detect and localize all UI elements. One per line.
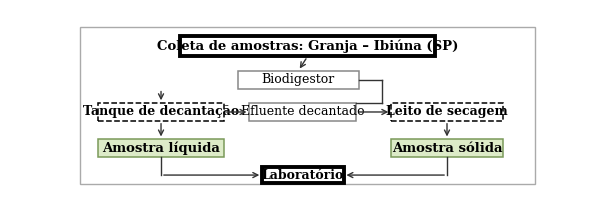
Text: Leito de secagem: Leito de secagem [386,106,508,119]
FancyBboxPatch shape [98,103,224,121]
Text: Amostra sólida: Amostra sólida [392,142,502,155]
FancyBboxPatch shape [238,71,359,89]
FancyBboxPatch shape [391,103,503,121]
Text: Efluente decantado: Efluente decantado [241,106,365,119]
Text: Biodigestor: Biodigestor [262,73,335,86]
FancyBboxPatch shape [262,167,344,183]
FancyBboxPatch shape [250,103,356,121]
FancyBboxPatch shape [391,139,503,157]
Text: Laboratório: Laboratório [262,169,344,182]
Text: Amostra líquida: Amostra líquida [102,141,220,155]
FancyBboxPatch shape [179,36,436,56]
Text: Coleta de amostras: Granja – Ibiúna (SP): Coleta de amostras: Granja – Ibiúna (SP) [157,39,458,53]
Text: Tanque de decantação: Tanque de decantação [83,106,239,119]
FancyBboxPatch shape [98,139,224,157]
